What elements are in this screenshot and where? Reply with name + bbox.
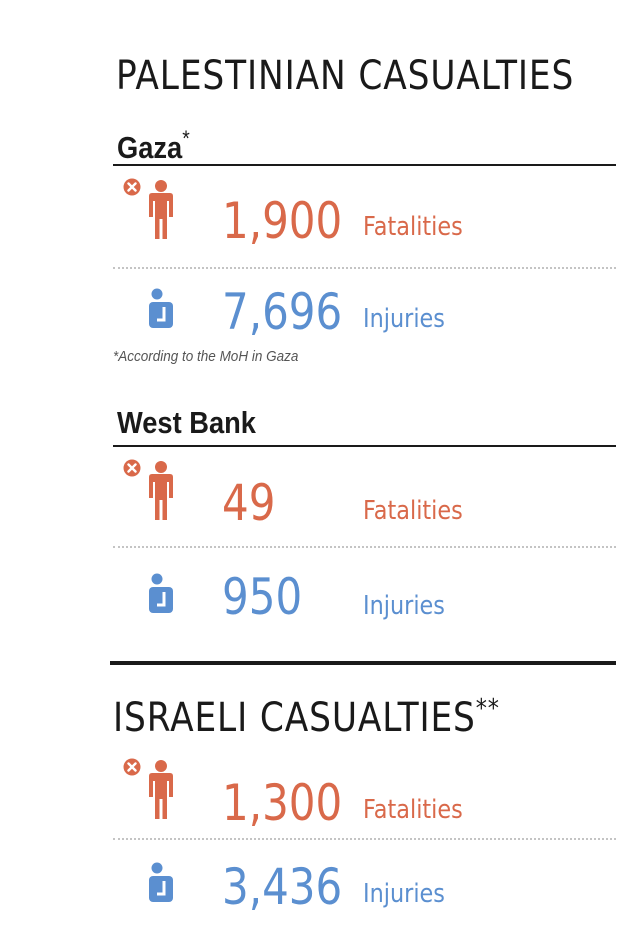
gaza-heading-rule [113, 164, 616, 166]
gaza-fatalities-value: 1,900 [222, 192, 343, 250]
gaza-heading-text: Gaza [117, 130, 183, 165]
gaza-divider [113, 267, 616, 269]
west-bank-fatalities-label: Fatalities [363, 496, 463, 526]
west-bank-heading-rule [113, 445, 616, 447]
israeli-title-mark: ** [475, 694, 500, 724]
west-bank-injuries-value: 950 [222, 568, 303, 626]
section-divider [110, 661, 616, 665]
gaza-footnote: *According to the MoH in Gaza [113, 348, 299, 365]
israeli-casualties-title: ISRAELI CASUALTIES** [113, 696, 500, 738]
palestinian-casualties-title: PALESTINIAN CASUALTIES [116, 56, 574, 96]
west-bank-fatalities-value: 49 [222, 474, 276, 532]
west-bank-heading: West Bank [117, 407, 256, 438]
gaza-injuries-value: 7,696 [222, 283, 343, 341]
israeli-title-text: ISRAELI CASUALTIES [113, 695, 476, 741]
west-bank-injuries-label: Injuries [363, 591, 445, 621]
injured-person-icon [144, 288, 178, 330]
gaza-injuries-label: Injuries [363, 304, 445, 334]
gaza-heading: Gaza* [117, 126, 190, 165]
israeli-fatalities-value: 1,300 [222, 774, 343, 832]
israeli-injuries-value: 3,436 [222, 858, 343, 916]
gaza-heading-mark: * [182, 126, 190, 151]
person-with-x-icon [122, 757, 182, 823]
person-with-x-icon [122, 177, 182, 243]
israeli-divider [113, 838, 616, 840]
west-bank-divider [113, 546, 616, 548]
israeli-fatalities-label: Fatalities [363, 795, 463, 825]
palestinian-title-text: PALESTINIAN CASUALTIES [116, 53, 575, 99]
injured-person-icon [144, 573, 178, 615]
west-bank-heading-text: West Bank [117, 405, 256, 440]
gaza-fatalities-label: Fatalities [363, 212, 463, 242]
injured-person-icon [144, 862, 178, 904]
israeli-injuries-label: Injuries [363, 879, 445, 909]
person-with-x-icon [122, 458, 182, 524]
